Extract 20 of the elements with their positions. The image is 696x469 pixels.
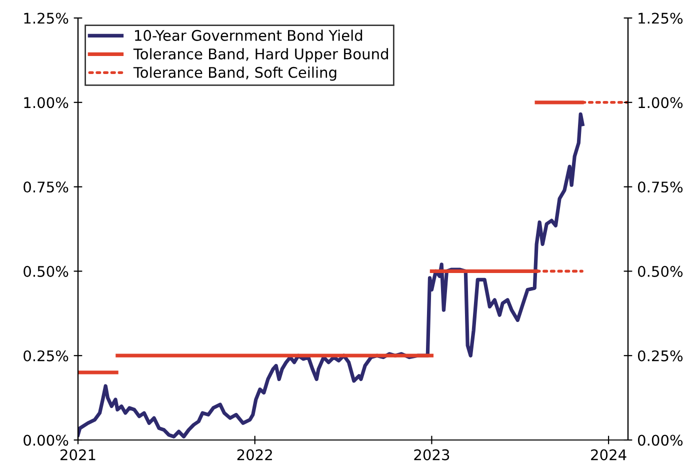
y-tick-label: 0.75% [24,182,68,193]
x-tick-label: 2021 [60,449,96,460]
x-tick-label: 2024 [591,449,626,460]
y2-tick-label: 0.00% [638,434,683,446]
legend-label: Tolerance Band, Hard Upper Bound [133,48,388,62]
y2-tick-label: 1.00% [638,97,683,108]
line-series [78,112,584,438]
y-tick-label: 1.25% [24,12,68,24]
y2-tick-label: 1.25% [638,12,683,24]
legend-label: 10-Year Government Bond Yield [135,30,362,41]
y2-tick-label: 0.50% [638,266,683,277]
y2-tick-label: 0.25% [638,350,683,362]
legend-label: Tolerance Band, Soft Ceiling [133,66,336,81]
y-tick-label: 0.00% [24,434,68,446]
y-tick-label: 1.00% [24,97,68,108]
y2-tick-label: 0.75% [638,182,683,193]
y-tick-label: 0.25% [24,350,68,362]
x-tick-label: 2023 [414,449,450,460]
y-tick-label: 0.50% [24,266,68,277]
x-tick-label: 2022 [237,449,272,460]
